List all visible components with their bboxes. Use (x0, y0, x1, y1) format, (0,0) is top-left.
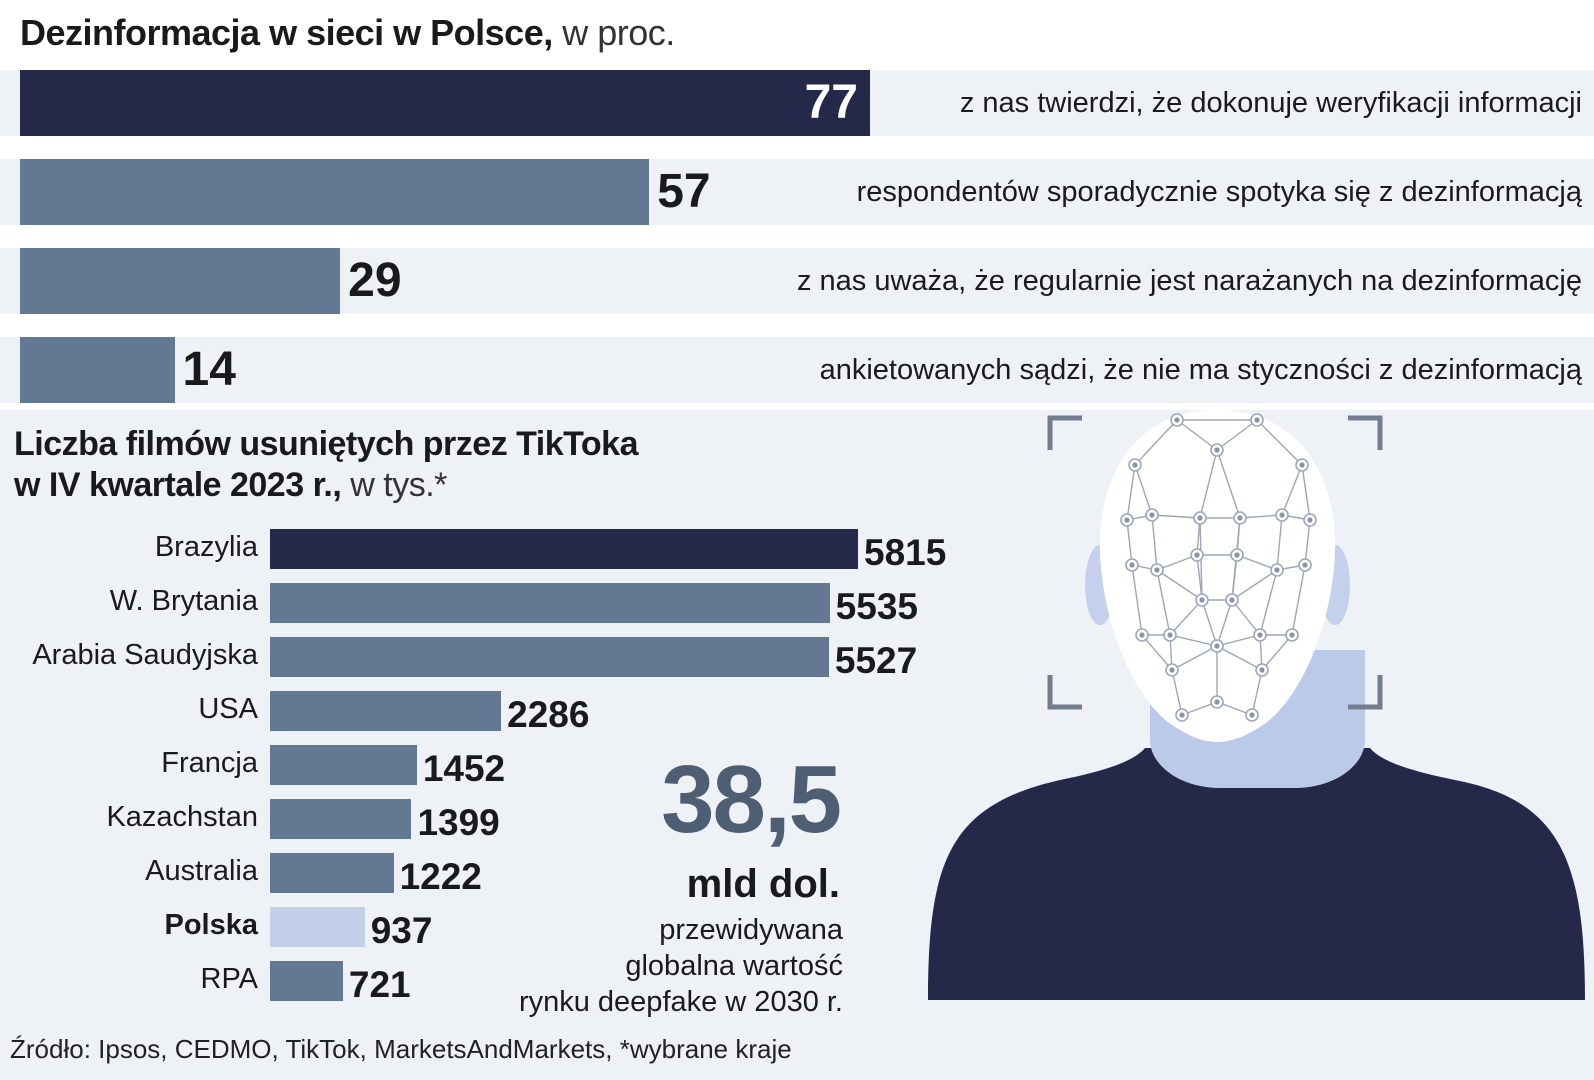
chart2-value-label: 1452 (422, 748, 506, 789)
chart1-bar (20, 70, 870, 136)
chart1-category-label: respondentów sporadycznie spotyka się z … (856, 176, 1582, 208)
source-note: Źródło: Ipsos, CEDMO, TikTok, MarketsAnd… (10, 1034, 792, 1064)
chart2-value-label: 1399 (417, 802, 500, 843)
callout-line: globalna wartość (625, 950, 843, 982)
chart2-value-label: 2286 (507, 694, 590, 735)
chart1-category-label: z nas uważa, że regularnie jest narażany… (796, 265, 1582, 297)
chart2-bar (270, 529, 858, 569)
chart2-category-label: USA (198, 693, 258, 725)
chart1-row-band (0, 337, 1594, 403)
callout-description: przewidywana globalna wartość rynku deep… (440, 912, 843, 1020)
chart2-category-label: Australia (145, 855, 258, 887)
chart2-value-label: 1222 (399, 856, 482, 897)
callout-unit: mld dol. (686, 862, 840, 906)
callout-line: przewidywana (659, 914, 843, 946)
chart1-bar (20, 248, 341, 314)
chart2-bar (270, 907, 365, 947)
callout-value: 38,5 (661, 746, 842, 853)
chart2-value-label: 721 (348, 964, 411, 1005)
chart2-value-label: 5535 (835, 586, 918, 627)
chart1-category-label: ankietowanych sądzi, że nie ma stycznośc… (819, 354, 1582, 386)
chart2-bar (270, 799, 412, 839)
chart1-value-label: 77 (804, 76, 858, 129)
chart1-category-label: z nas twierdzi, że dokonuje weryfikacji … (959, 87, 1582, 119)
chart2-category-label: W. Brytania (109, 585, 258, 617)
face-scan-icon (928, 410, 1585, 1000)
chart2-value-label: 5815 (864, 532, 947, 573)
chart2-bar (270, 583, 830, 623)
chart2-category-label: Francja (161, 747, 258, 779)
chart2-bar (270, 745, 417, 785)
chart2-bar (270, 853, 394, 893)
chart2-value-label: 937 (370, 910, 433, 951)
chart2-value-label: 5527 (834, 640, 918, 681)
chart1-bar (20, 337, 175, 403)
chart2-bar (270, 691, 502, 731)
chart2-category-label: Brazylia (154, 531, 258, 563)
chart1-value-label: 57 (657, 165, 711, 218)
chart2-title: Liczba filmów usuniętych przez TikToka w… (14, 425, 638, 504)
chart1-value-label: 14 (182, 343, 236, 396)
chart1-title: Dezinformacja w sieci w Polsce, w proc. (20, 12, 675, 53)
callout-line: rynku deepfake w 2030 r. (518, 986, 843, 1018)
chart2-category-label: RPA (200, 963, 258, 995)
chart2-category-label: Polska (164, 909, 259, 941)
chart2-bar (270, 961, 343, 1001)
chart2-category-label: Arabia Saudyjska (32, 639, 258, 671)
chart1-value-label: 29 (348, 254, 402, 307)
chart2-category-label: Kazachstan (106, 801, 258, 833)
chart2-bar (270, 637, 829, 677)
chart1-bar (20, 159, 650, 225)
